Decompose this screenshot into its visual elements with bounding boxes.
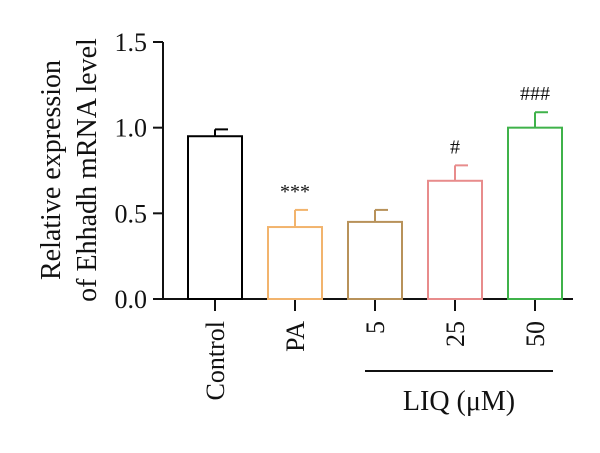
- group-label: LIQ (μM): [403, 386, 515, 417]
- bar-50: [507, 126, 563, 300]
- x-axis: [163, 298, 573, 311]
- category-label: 25: [441, 321, 470, 347]
- y-axis: 0.0 0.5 1.0 1.5: [115, 28, 164, 314]
- category-label: Control: [201, 321, 230, 400]
- bar-pa: [267, 226, 323, 300]
- category-labels: Control PA 5 25 50: [201, 321, 550, 401]
- significance-label: #: [450, 136, 460, 158]
- category-label: PA: [281, 321, 310, 352]
- bars: [187, 126, 563, 300]
- y-tick-label: 0.5: [115, 199, 148, 228]
- bar-5: [347, 220, 403, 300]
- category-label: 5: [361, 321, 390, 334]
- y-tick-label: 0.0: [115, 285, 148, 314]
- group-bracket: LIQ (μM): [365, 370, 553, 417]
- significance-label: ###: [520, 83, 550, 105]
- y-tick-label: 1.5: [115, 28, 148, 57]
- y-axis-label: Relative expression of Ehhadh mRNA level: [36, 38, 103, 302]
- y-axis-label-line-1: Relative expression: [36, 60, 67, 280]
- significance-label: ***: [280, 181, 310, 203]
- significance-labels: ***####: [280, 83, 550, 203]
- y-tick-label: 1.0: [115, 114, 148, 143]
- error-bars: [214, 111, 548, 228]
- y-axis-label-line-2: of Ehhadh mRNA level: [72, 38, 103, 302]
- category-label: 50: [521, 321, 550, 347]
- bar-25: [427, 179, 483, 300]
- bar-control: [187, 135, 243, 300]
